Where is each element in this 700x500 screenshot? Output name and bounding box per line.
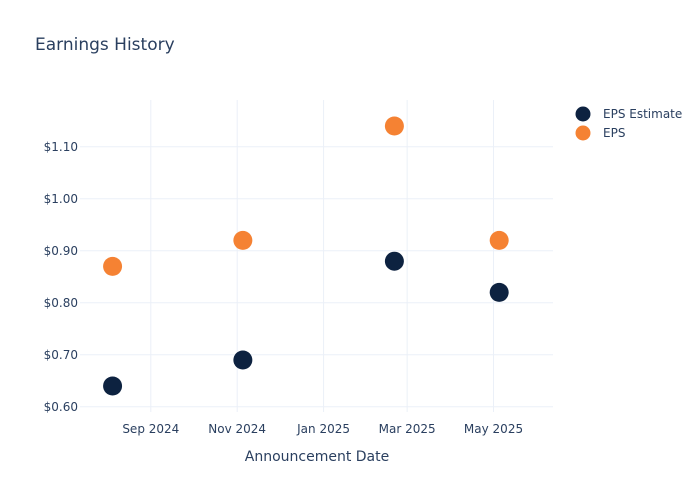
x-axis-title: Announcement Date bbox=[245, 449, 389, 465]
eps-point bbox=[489, 230, 509, 250]
eps-point bbox=[233, 230, 253, 250]
legend-marker-eps-estimate bbox=[575, 106, 591, 122]
x-tick-label: May 2025 bbox=[464, 422, 523, 436]
data-points bbox=[103, 116, 509, 396]
legend: EPS Estimate EPS bbox=[575, 106, 682, 141]
y-tick-label: $0.80 bbox=[44, 296, 78, 310]
eps-point bbox=[384, 116, 404, 136]
legend-marker-eps bbox=[575, 125, 591, 141]
y-tick-label: $0.60 bbox=[44, 400, 78, 414]
x-tick-label: Mar 2025 bbox=[379, 422, 436, 436]
legend-label-eps: EPS bbox=[603, 126, 625, 140]
eps-estimate-point bbox=[103, 376, 123, 396]
y-tick-label: $0.70 bbox=[44, 348, 78, 362]
eps-estimate-point bbox=[384, 251, 404, 271]
eps-point bbox=[103, 256, 123, 276]
y-tick-label: $1.10 bbox=[44, 140, 78, 154]
grid bbox=[80, 100, 553, 412]
y-tick-label: $0.90 bbox=[44, 244, 78, 258]
eps-estimate-point bbox=[233, 350, 253, 370]
eps-estimate-point bbox=[489, 282, 509, 302]
x-axis-ticks: Sep 2024 Nov 2024 Jan 2025 Mar 2025 May 2025 bbox=[122, 422, 523, 436]
x-tick-label: Sep 2024 bbox=[122, 422, 179, 436]
legend-label-eps-estimate: EPS Estimate bbox=[603, 107, 682, 121]
x-tick-label: Jan 2025 bbox=[296, 422, 350, 436]
x-tick-label: Nov 2024 bbox=[208, 422, 266, 436]
y-axis-ticks: $0.60 $0.70 $0.80 $0.90 $1.00 $1.10 bbox=[44, 140, 78, 414]
y-tick-label: $1.00 bbox=[44, 192, 78, 206]
chart-title: Earnings History bbox=[35, 35, 175, 55]
